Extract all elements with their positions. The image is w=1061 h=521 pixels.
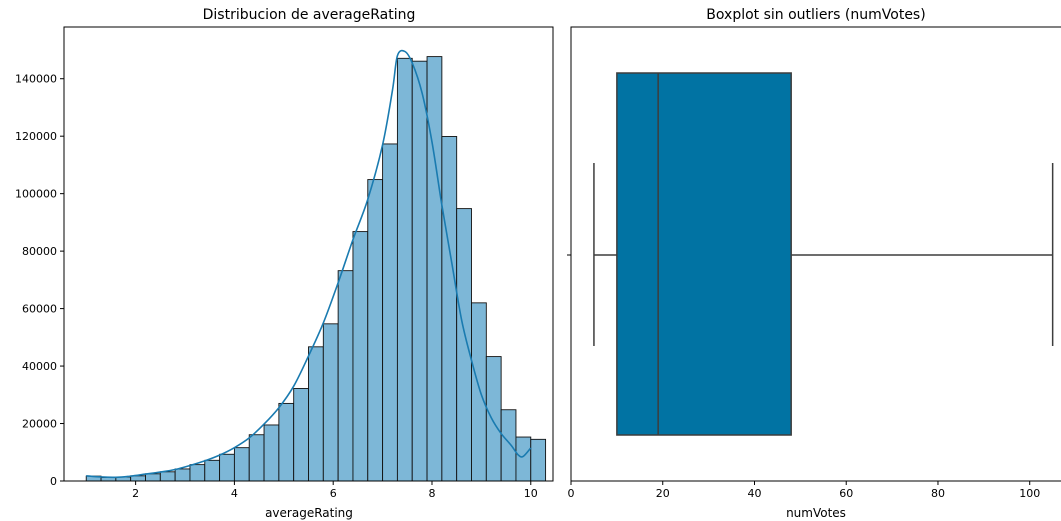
x-tick-label: 4 xyxy=(231,487,238,500)
y-tick-label: 40000 xyxy=(22,360,57,373)
histogram-bar xyxy=(485,356,502,482)
y-tick-label: 100000 xyxy=(15,188,57,201)
histogram-title: Distribucion de averageRating xyxy=(203,7,416,23)
histogram-x-label: averageRating xyxy=(265,506,353,520)
boxplot-title: Boxplot sin outliers (numVotes) xyxy=(706,7,925,23)
boxplot-x-label: numVotes xyxy=(786,506,846,520)
histogram-bar xyxy=(337,270,354,482)
x-tick-label: 20 xyxy=(656,487,670,500)
histogram-bar xyxy=(322,323,339,482)
histogram-bar xyxy=(411,60,428,482)
kde-curve xyxy=(86,49,532,479)
x-tick-label: 60 xyxy=(839,487,853,500)
histogram-bar xyxy=(145,473,161,482)
x-tick-label: 80 xyxy=(931,487,945,500)
histogram-bar xyxy=(278,402,295,482)
boxplot-frame xyxy=(570,26,1061,482)
histogram-bar xyxy=(367,179,384,482)
histogram-bar xyxy=(174,468,191,482)
y-tick-label: 20000 xyxy=(22,418,57,431)
histogram-bar xyxy=(159,471,176,482)
histogram-bar xyxy=(308,346,324,482)
histogram-bar xyxy=(189,464,206,482)
histogram-bar xyxy=(248,434,265,482)
histogram-bar xyxy=(456,208,472,482)
histogram-bar xyxy=(426,56,443,482)
histogram-bar xyxy=(500,409,517,482)
y-tick-label: 0 xyxy=(50,475,57,488)
histogram-bar xyxy=(515,436,532,482)
boxplot-x-ticks: 0 20 40 60 80 100 xyxy=(568,481,1040,500)
histogram-bar xyxy=(293,388,309,482)
x-tick-label: 0 xyxy=(568,487,575,500)
histogram-y-ticks: 0 20000 40000 60000 80000 100000 120000 140000 xyxy=(15,73,64,488)
histogram-bar xyxy=(471,302,487,482)
x-tick-label: 100 xyxy=(1019,487,1040,500)
histogram-bar xyxy=(530,438,547,482)
histogram-bar xyxy=(352,231,369,482)
x-tick-label: 40 xyxy=(747,487,761,500)
histogram-x-ticks: 2 4 6 8 10 xyxy=(132,481,538,500)
y-tick-label: 140000 xyxy=(15,73,57,86)
x-tick-label: 10 xyxy=(524,487,538,500)
y-tick-label: 60000 xyxy=(22,303,57,316)
histogram-bar xyxy=(441,136,458,482)
x-tick-label: 8 xyxy=(428,487,435,500)
histogram-bar xyxy=(396,57,413,482)
histogram-bar xyxy=(263,424,280,482)
x-tick-label: 6 xyxy=(330,487,337,500)
histogram-bars xyxy=(85,56,547,482)
boxplot-shapes xyxy=(593,72,1054,436)
histogram-bar xyxy=(219,453,235,482)
boxplot-panel: Boxplot sin outliers (numVotes) 0 20 40 60 8… xyxy=(567,7,1061,520)
histogram-frame xyxy=(63,26,554,482)
histogram-panel: Distribucion de averageRating 2 4 6 8 10 0 20… xyxy=(15,7,554,520)
iqr-box xyxy=(616,72,792,436)
y-tick-label: 80000 xyxy=(22,245,57,258)
histogram-bar xyxy=(233,447,250,482)
histogram-bar xyxy=(204,459,221,482)
x-tick-label: 2 xyxy=(132,487,139,500)
y-tick-label: 120000 xyxy=(15,130,57,143)
histogram-bar xyxy=(382,143,398,482)
